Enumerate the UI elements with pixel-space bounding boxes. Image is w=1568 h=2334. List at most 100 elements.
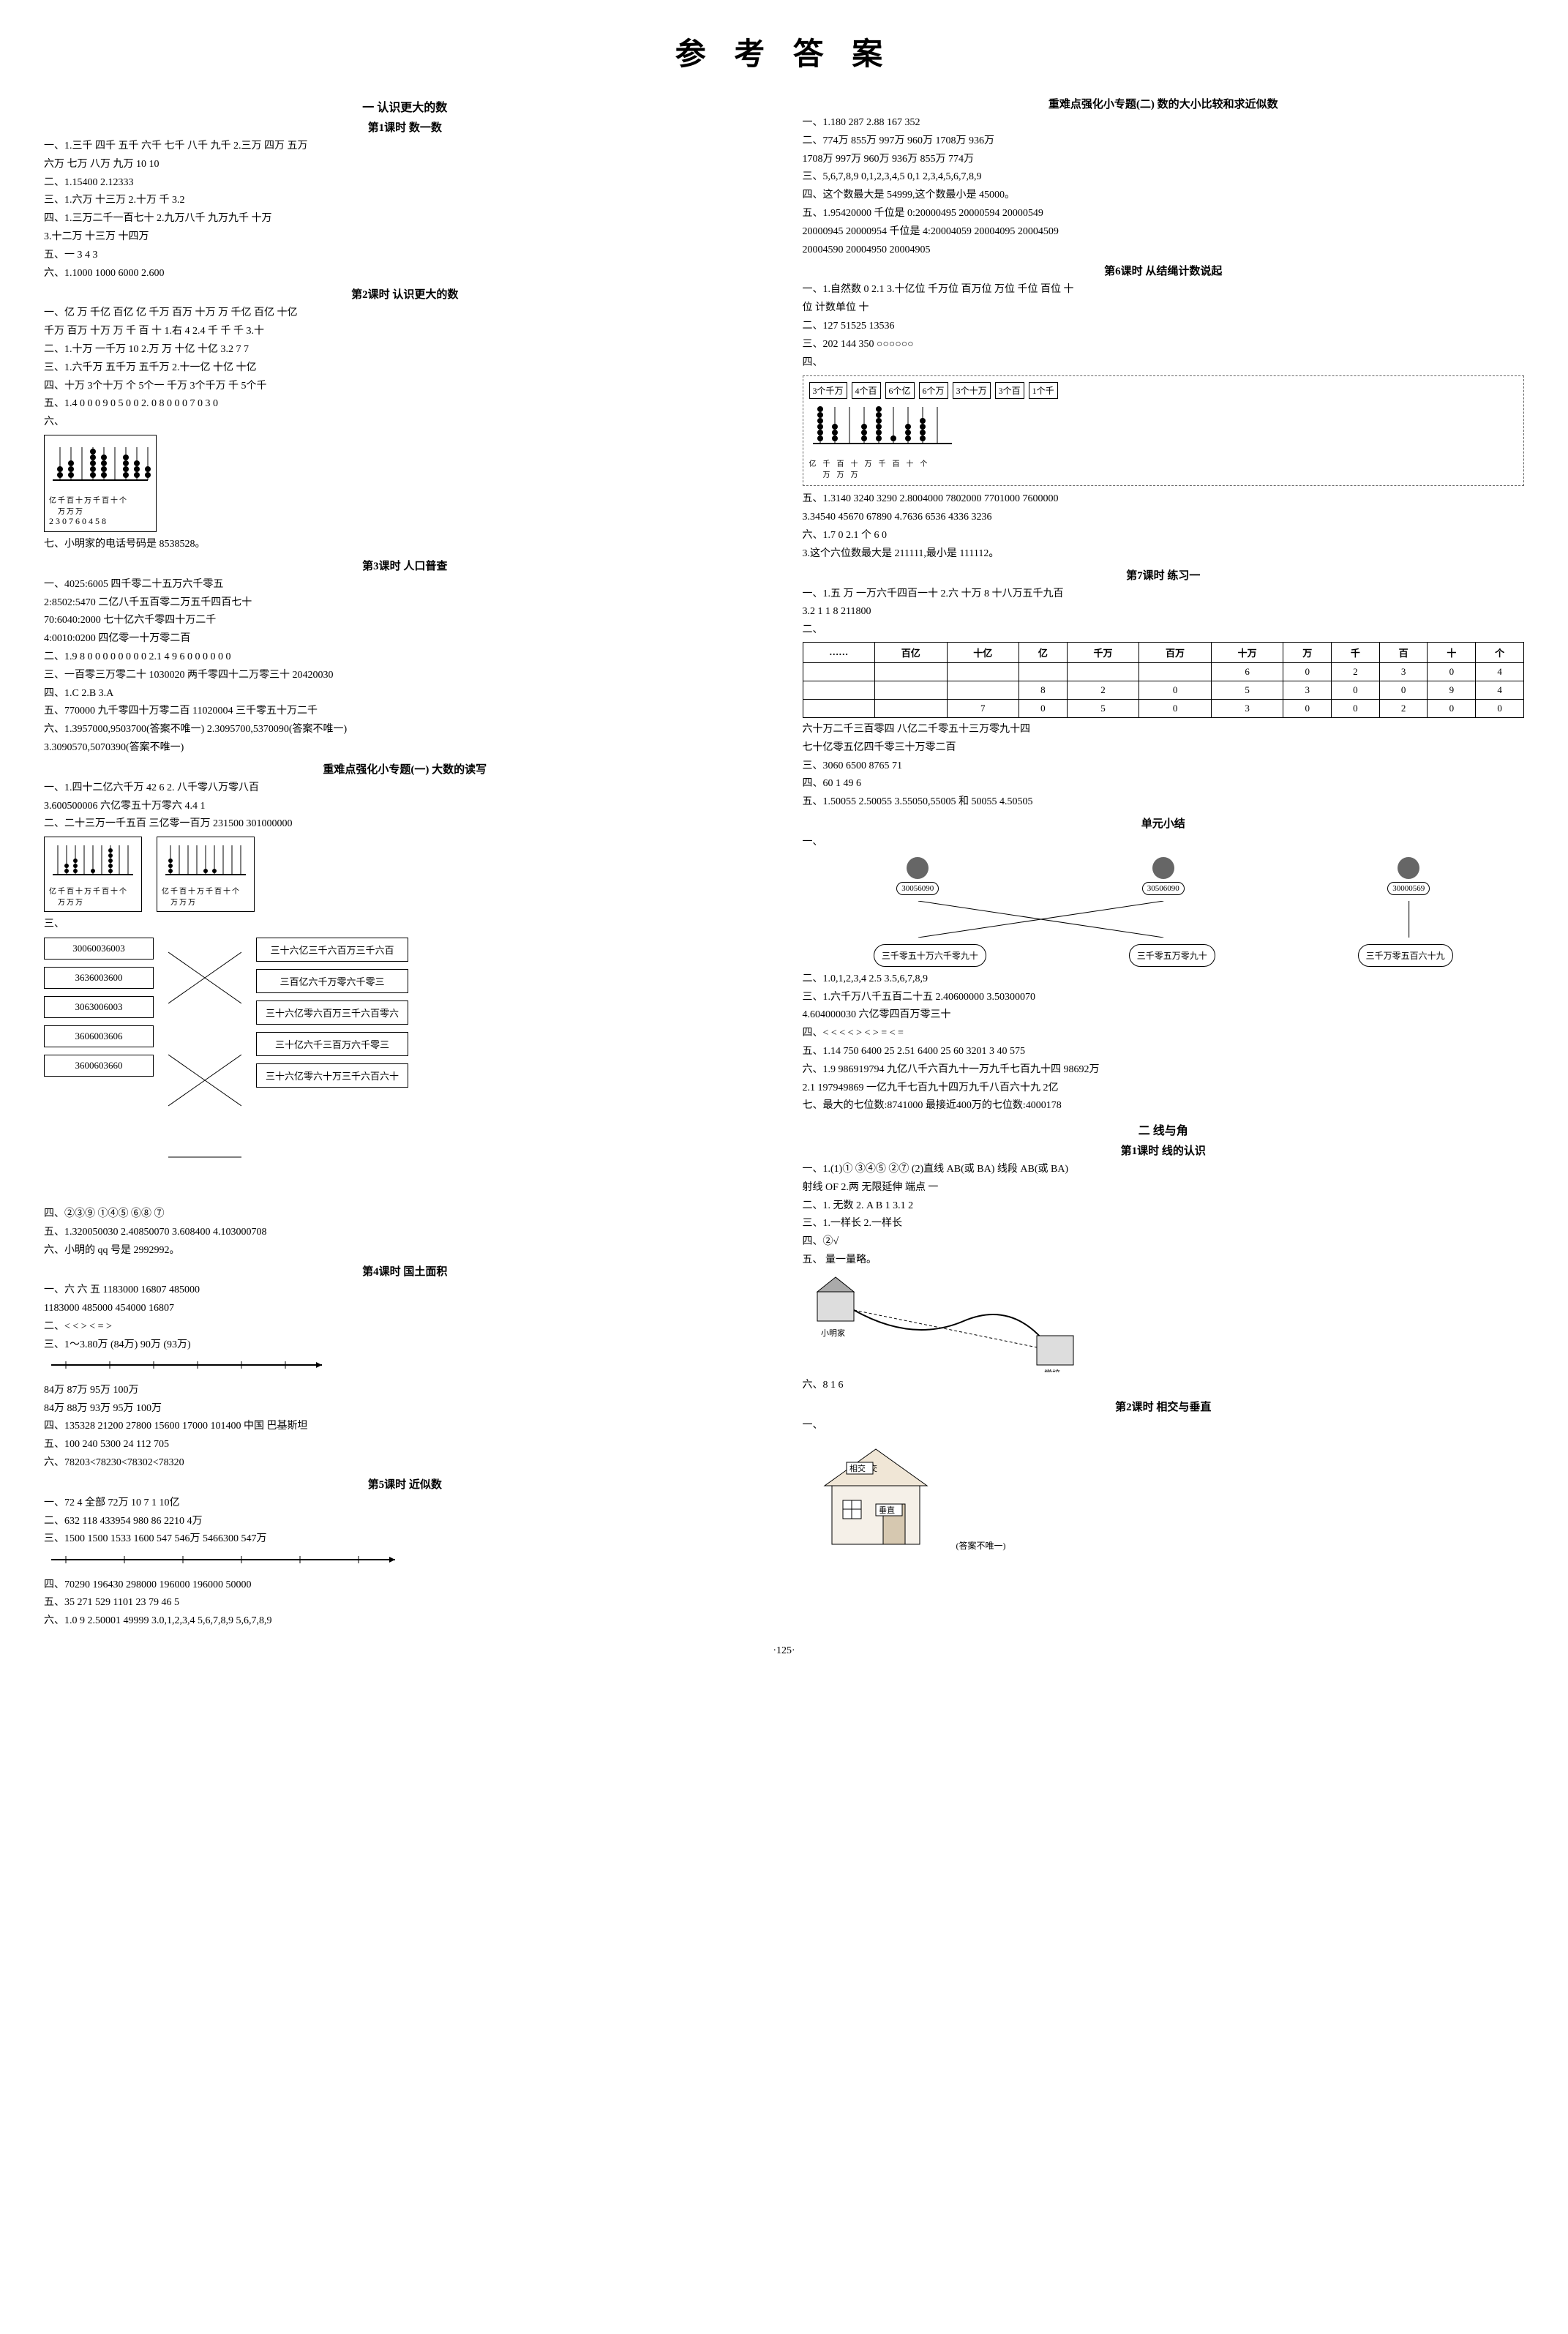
answer-line: 84万 88万 93万 95万 100万 <box>44 1400 766 1418</box>
answer-line: 四、1.三万二千一百七十 2.九万八千 九万九千 十万 <box>44 210 766 228</box>
answer-line: 四、 <box>803 354 1525 372</box>
answer-line: 六、1.3957000,9503700(答案不唯一) 2.3095700,537… <box>44 721 766 738</box>
answer-line: 2:8502:5470 二亿八千五百零二万五千四百七十 <box>44 594 766 612</box>
answer-line: 4:0010:0200 四亿零一十万零二百 <box>44 630 766 648</box>
answer-line: 一、 <box>803 834 1525 851</box>
answer-line: 七、小明家的电话号码是 8538528。 <box>44 536 766 553</box>
answer-line: 二、< < > < = > <box>44 1318 766 1336</box>
answer-line: 四、这个数最大是 54999,这个数最小是 45000。 <box>803 187 1525 204</box>
answer-line: 五、35 271 529 1101 23 79 46 5 <box>44 1594 766 1612</box>
answer-line: 三、1.六千万 五千万 五千万 2.十一亿 十亿 十亿 <box>44 359 766 377</box>
match-lines <box>168 938 241 1201</box>
note: (答案不唯一) <box>956 1539 1006 1552</box>
answer-line: 四、②③⑨ ①④⑤ ⑥⑧ ⑦ <box>44 1205 766 1223</box>
match-item: 3606003606 <box>44 1025 154 1047</box>
answer-line: 一、1.180 287 2.88 167 352 <box>803 114 1525 132</box>
answer-line: 四、1.C 2.B 3.A <box>44 685 766 703</box>
answer-line: 七、最大的七位数:8741000 最接近400万的七位数:4000178 <box>803 1097 1525 1115</box>
answer-line: 1183000 485000 454000 16807 <box>44 1300 766 1317</box>
answer-line: 20004590 20004950 20004905 <box>803 242 1525 259</box>
answer-line: 千万 百万 十万 万 千 百 十 1.右 4 2.4 千 千 千 3.十 <box>44 323 766 340</box>
answer-line: 二、1.15400 2.12333 <box>44 174 766 192</box>
right-column: 重难点强化小专题(二) 数的大小比较和求近似数 一、1.180 287 2.88… <box>803 91 1525 1631</box>
answer-line: 四、十万 3个十万 个 5个一 千万 3个千万 千 5个千 <box>44 378 766 395</box>
answer-line: 三、3060 6500 8765 71 <box>803 758 1525 775</box>
table-row: 820530094 <box>803 681 1524 699</box>
cloud-box: 三千零五十万六千零九十 <box>874 944 986 967</box>
answer-line: 一、4025:6005 四千零二十五万六千零五 <box>44 576 766 594</box>
match-item: 三十亿六千三百万六千零三 <box>256 1032 408 1056</box>
path-illustration: 小明家 学校 <box>803 1270 1525 1376</box>
answer-line: 3.600500006 六亿零五十万零六 4.4 1 <box>44 798 766 815</box>
place-value-table: ……百亿十亿亿千万百万十万万千百十个 602304 820530094 7050… <box>803 642 1525 718</box>
answer-line: 三、1500 1500 1533 1600 547 546万 5466300 5… <box>44 1530 766 1548</box>
abacus-diagram: 亿千万百万十万万千百十个 2 3 0 7 6 0 4 5 8 <box>44 435 157 532</box>
answer-line: 三、1.一样长 2.一样长 <box>803 1215 1525 1233</box>
lesson-3-title: 第3课时 人口普查 <box>44 558 766 573</box>
position-diagram: 3个千万 4个百 6个亿 6个万 3个十万 3个百 1个千 亿千万百万十万万千百… <box>803 375 1525 486</box>
lesson-1-title: 第1课时 数一数 <box>44 119 766 135</box>
cloud-box: 三千万零五百六十九 <box>1358 944 1453 967</box>
svg-text:学校: 学校 <box>1044 1368 1060 1372</box>
main-title: 参 考 答 案 <box>44 29 1524 74</box>
answer-line: 三、1～3.80万 (84万) 90万 (93万) <box>44 1336 766 1354</box>
answer-line: 二、774万 855万 997万 960万 1708万 936万 <box>803 132 1525 150</box>
answer-line: 五、1.50055 2.50055 3.55050,55005 和 50055 … <box>803 793 1525 811</box>
answer-line: 四、②√ <box>803 1233 1525 1251</box>
lesson-2-2-title: 第2课时 相交与垂直 <box>803 1399 1525 1414</box>
table-row: 7050300200 <box>803 699 1524 717</box>
answer-line: 二、1. 无数 2. A B 1 3.1 2 <box>803 1197 1525 1215</box>
answer-line: 二、1.9 8 0 0 0 0 0 0 0 0 2.1 4 9 6 0 0 0 … <box>44 648 766 666</box>
answer-line: 1708万 997万 960万 936万 855万 774万 <box>803 151 1525 168</box>
answer-line: 六、78203<78230<78302<78320 <box>44 1454 766 1472</box>
character-icon: 30506090 <box>1142 857 1185 895</box>
cloud-row: 三千零五十万六千零九十 三千零五万零九十 三千万零五百六十九 <box>803 941 1525 970</box>
svg-text:相交: 相交 <box>849 1463 866 1473</box>
lesson-4-title: 第4课时 国土面积 <box>44 1263 766 1279</box>
unit-1-title: 一 认识更大的数 <box>44 97 766 115</box>
answer-line: 五、770000 九千零四十万零二百 11020004 三千零五十万二千 <box>44 703 766 720</box>
abacus-pair: 亿千万百万十万万千百十个 亿千万百万十万万千百十个 <box>44 834 766 915</box>
table-row: 602304 <box>803 662 1524 681</box>
abacus-numbers: 2 3 0 7 6 0 4 5 8 <box>49 516 151 527</box>
answer-line: 射线 OF 2.两 无限延伸 端点 一 <box>803 1179 1525 1197</box>
answer-line: 一、六 六 五 1183000 16807 485000 <box>44 1282 766 1299</box>
answer-line: 一、1.三千 四千 五千 六千 七千 八千 九千 2.三万 四万 五万 <box>44 138 766 155</box>
answer-line: 五、一 3 4 3 <box>44 247 766 264</box>
character-row: 30056090 30506090 30000569 <box>803 857 1525 895</box>
match-item: 三百亿六千万零六千零三 <box>256 969 408 993</box>
answer-line: 一、亿 万 千亿 百亿 亿 千万 百万 十万 万 千亿 百亿 十亿 <box>44 304 766 322</box>
answer-line: 五、1.95420000 千位是 0:20000495 20000594 200… <box>803 205 1525 222</box>
answer-line: 四、< < < < > < > = < = <box>803 1025 1525 1042</box>
left-column: 一 认识更大的数 第1课时 数一数 一、1.三千 四千 五千 六千 七千 八千 … <box>44 91 766 1631</box>
answer-line: 六、1.0 9 2.50001 49999 3.0,1,2,3,4 5,6,7,… <box>44 1612 766 1630</box>
answer-line: 三、5,6,7,8,9 0,1,2,3,4,5 0,1 2,3,4,5,6,7,… <box>803 168 1525 186</box>
answer-line: 3.十二万 十三万 十四万 <box>44 228 766 246</box>
answer-line: 三、 <box>44 916 766 933</box>
answer-line: 位 计数单位 十 <box>803 299 1525 317</box>
answer-line: 四、70290 196430 298000 196000 196000 5000… <box>44 1576 766 1594</box>
character-icon: 30000569 <box>1387 857 1430 895</box>
lesson-6-title: 第6课时 从结绳计数说起 <box>803 263 1525 278</box>
special-2-title: 重难点强化小专题(二) 数的大小比较和求近似数 <box>803 96 1525 111</box>
match-item: 30060036003 <box>44 938 154 960</box>
answer-line: 2.1 197949869 一亿九千七百九十四万九千八百六十九 2亿 <box>803 1080 1525 1097</box>
lesson-5-title: 第5课时 近似数 <box>44 1476 766 1492</box>
character-icon: 30056090 <box>896 857 939 895</box>
answer-line: 二、127 51525 13536 <box>803 318 1525 335</box>
svg-text:垂直: 垂直 <box>879 1505 895 1515</box>
answer-line: 20000945 20000954 千位是 4:20004059 2000409… <box>803 223 1525 241</box>
answer-line: 六、1.7 0 2.1 个 6 0 <box>803 527 1525 545</box>
answer-line: 3.这个六位数最大是 211111,最小是 111112。 <box>803 545 1525 563</box>
answer-line: 3.2 1 1 8 211800 <box>803 603 1525 621</box>
match-item: 三十六亿零六十万三千六百六十 <box>256 1063 408 1088</box>
answer-line: 一、1.(1)① ③④⑤ ②⑦ (2)直线 AB(或 BA) 线段 AB(或 B… <box>803 1161 1525 1178</box>
answer-line: 五、1.3140 3240 3290 2.8004000 7802000 770… <box>803 490 1525 508</box>
answer-line: 五、 量一量略。 <box>803 1252 1525 1269</box>
answer-line: 3.3090570,5070390(答案不唯一) <box>44 739 766 757</box>
answer-line: 一、72 4 全部 72万 10 7 1 10亿 <box>44 1495 766 1512</box>
answer-line: 70:6040:2000 七十亿六千零四十万二千 <box>44 612 766 629</box>
summary-title: 单元小结 <box>803 815 1525 831</box>
answer-line: 三、1.六千万八千五百二十五 2.40600000 3.50300070 <box>803 989 1525 1006</box>
match-item: 三十六亿三千六百万三千六百 <box>256 938 408 962</box>
